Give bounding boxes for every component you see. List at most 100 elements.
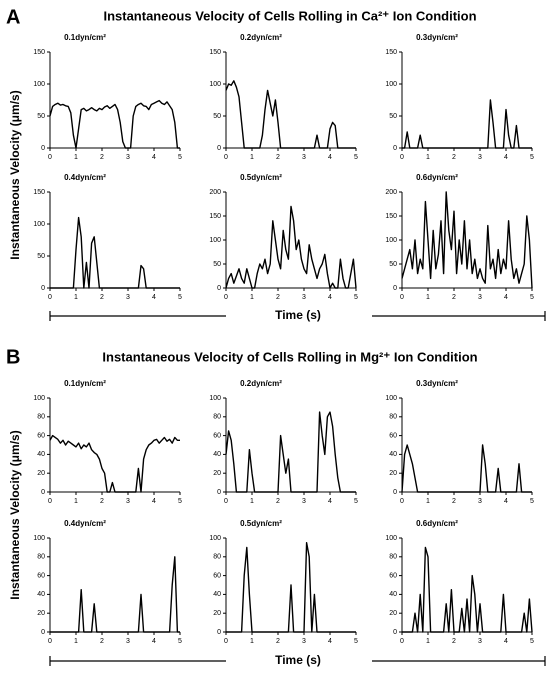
y-tick-label: 50 bbox=[213, 261, 221, 268]
velocity-line bbox=[50, 556, 180, 633]
x-tick-label: 5 bbox=[530, 294, 534, 301]
x-tick-label: 0 bbox=[400, 498, 404, 505]
x-tick-label: 2 bbox=[100, 154, 104, 161]
x-tick-label: 3 bbox=[126, 498, 130, 505]
y-tick-label: 50 bbox=[37, 113, 45, 120]
x-tick-label: 1 bbox=[426, 294, 430, 301]
x-tick-label: 5 bbox=[178, 638, 182, 645]
x-tick-label: 1 bbox=[250, 498, 254, 505]
x-tick-label: 0 bbox=[48, 638, 52, 645]
y-tick-label: 0 bbox=[217, 489, 221, 496]
y-tick-label: 200 bbox=[385, 189, 397, 196]
y-tick-label: 0 bbox=[41, 285, 45, 292]
velocity-line bbox=[402, 99, 532, 149]
y-tick-label: 150 bbox=[209, 49, 221, 56]
x-tick-label: 0 bbox=[400, 638, 404, 645]
y-tick-label: 80 bbox=[37, 554, 45, 561]
panel-label: A bbox=[6, 6, 20, 28]
y-tick-label: 0 bbox=[393, 145, 397, 152]
x-tick-label: 1 bbox=[250, 638, 254, 645]
x-tick-label: 1 bbox=[74, 498, 78, 505]
y-tick-label: 80 bbox=[389, 554, 397, 561]
y-tick-label: 100 bbox=[33, 81, 45, 88]
y-tick-label: 100 bbox=[33, 535, 45, 542]
x-tick-label: 4 bbox=[328, 498, 332, 505]
y-tick-label: 100 bbox=[385, 395, 397, 402]
velocity-line bbox=[50, 216, 180, 289]
x-tick-label: 3 bbox=[302, 294, 306, 301]
velocity-line bbox=[401, 191, 533, 289]
x-tick-label: 2 bbox=[452, 154, 456, 161]
y-tick-label: 40 bbox=[213, 451, 221, 458]
y-tick-label: 20 bbox=[213, 470, 221, 477]
x-tick-label: 3 bbox=[478, 154, 482, 161]
velocity-line bbox=[49, 99, 180, 149]
x-tick-label: 1 bbox=[250, 294, 254, 301]
x-tick-label: 5 bbox=[530, 498, 534, 505]
subplot-title: 0.6dyn/cm² bbox=[416, 173, 458, 182]
x-tick-label: 3 bbox=[302, 154, 306, 161]
x-tick-label: 0 bbox=[48, 154, 52, 161]
x-tick-label: 0 bbox=[224, 498, 228, 505]
x-tick-label: 2 bbox=[452, 498, 456, 505]
y-tick-label: 20 bbox=[37, 610, 45, 617]
y-tick-label: 40 bbox=[37, 451, 45, 458]
y-tick-label: 0 bbox=[217, 629, 221, 636]
subplot-title: 0.3dyn/cm² bbox=[416, 379, 458, 388]
y-tick-label: 0 bbox=[393, 629, 397, 636]
x-tick-label: 3 bbox=[126, 154, 130, 161]
x-tick-label: 0 bbox=[400, 294, 404, 301]
x-tick-label: 5 bbox=[354, 638, 358, 645]
x-tick-label: 3 bbox=[302, 638, 306, 645]
subplot-title: 0.4dyn/cm² bbox=[64, 173, 106, 182]
subplot-title: 0.5dyn/cm² bbox=[240, 173, 282, 182]
x-tick-label: 5 bbox=[178, 294, 182, 301]
y-tick-label: 150 bbox=[33, 189, 45, 196]
y-tick-label: 20 bbox=[213, 610, 221, 617]
y-tick-label: 0 bbox=[41, 629, 45, 636]
velocity-line bbox=[225, 411, 356, 493]
y-axis-label: Instantaneous Velocity (μm/s) bbox=[8, 430, 22, 599]
subplot-title: 0.3dyn/cm² bbox=[416, 33, 458, 42]
x-tick-label: 0 bbox=[400, 154, 404, 161]
y-tick-label: 0 bbox=[393, 285, 397, 292]
x-tick-label: 2 bbox=[452, 638, 456, 645]
x-tick-label: 4 bbox=[328, 154, 332, 161]
panel-title: Instantaneous Velocity of Cells Rolling … bbox=[102, 349, 477, 364]
y-tick-label: 40 bbox=[37, 591, 45, 598]
y-tick-label: 150 bbox=[209, 213, 221, 220]
y-tick-label: 60 bbox=[389, 432, 397, 439]
x-tick-label: 3 bbox=[478, 638, 482, 645]
x-tick-label: 0 bbox=[224, 154, 228, 161]
x-tick-label: 1 bbox=[74, 638, 78, 645]
velocity-line bbox=[225, 205, 357, 289]
subplot-title: 0.1dyn/cm² bbox=[64, 379, 106, 388]
x-tick-label: 2 bbox=[100, 498, 104, 505]
x-tick-label: 4 bbox=[504, 498, 508, 505]
x-tick-label: 0 bbox=[224, 638, 228, 645]
y-tick-label: 0 bbox=[393, 489, 397, 496]
y-tick-label: 150 bbox=[33, 49, 45, 56]
y-tick-label: 40 bbox=[213, 591, 221, 598]
y-tick-label: 50 bbox=[389, 113, 397, 120]
x-tick-label: 5 bbox=[530, 638, 534, 645]
x-tick-label: 3 bbox=[126, 294, 130, 301]
y-tick-label: 0 bbox=[41, 145, 45, 152]
time-bracket bbox=[49, 311, 546, 321]
x-tick-label: 2 bbox=[452, 294, 456, 301]
y-tick-label: 40 bbox=[389, 591, 397, 598]
y-tick-label: 100 bbox=[209, 81, 221, 88]
y-tick-label: 0 bbox=[217, 145, 221, 152]
x-tick-label: 2 bbox=[100, 638, 104, 645]
panel-title: Instantaneous Velocity of Cells Rolling … bbox=[103, 8, 476, 23]
y-tick-label: 100 bbox=[33, 221, 45, 228]
x-tick-label: 2 bbox=[276, 498, 280, 505]
y-tick-label: 0 bbox=[217, 285, 221, 292]
x-tick-label: 1 bbox=[426, 154, 430, 161]
x-tick-label: 3 bbox=[478, 498, 482, 505]
y-tick-label: 50 bbox=[213, 113, 221, 120]
x-tick-label: 1 bbox=[74, 294, 78, 301]
y-tick-label: 60 bbox=[213, 572, 221, 579]
subplot-title: 0.5dyn/cm² bbox=[240, 519, 282, 528]
